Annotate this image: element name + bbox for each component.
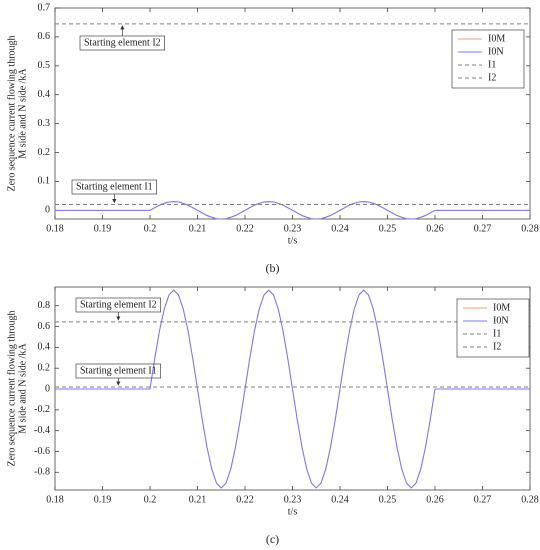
- legend-label: I2: [488, 72, 496, 83]
- y-tick-label: -0.6: [34, 446, 50, 457]
- legend-label: I0M: [493, 302, 510, 313]
- y-tick-label: 0.6: [38, 321, 51, 332]
- x-tick-label: 0.21: [189, 223, 207, 234]
- legend-label: I0M: [488, 33, 505, 44]
- y-axis-label: Zero sequence current flowing through: [6, 35, 17, 191]
- legend-label: I0N: [493, 315, 509, 326]
- x-tick-label: 0.2: [144, 494, 157, 505]
- x-tick-label: 0.28: [521, 494, 539, 505]
- x-tick-label: 0.24: [331, 494, 349, 505]
- y-tick-label: 0: [45, 383, 50, 394]
- series-line: [55, 289, 530, 489]
- x-tick-label: 0.22: [236, 223, 254, 234]
- y-axis-label: Zero sequence current flowing through: [6, 310, 17, 466]
- y-tick-label: 0.2: [38, 362, 51, 373]
- annotation-text: Starting element I1: [76, 181, 153, 192]
- panel-label: (b): [266, 261, 280, 275]
- y-tick-label: 0: [45, 205, 50, 216]
- legend-box: [456, 298, 530, 358]
- x-tick-label: 0.26: [426, 223, 444, 234]
- y-tick-label: 0.4: [38, 342, 51, 353]
- y-axis-label: M side and N side /kA: [17, 68, 28, 159]
- x-tick-label: 0.18: [46, 223, 64, 234]
- legend-label: I1: [488, 59, 496, 70]
- legend-label: I0N: [488, 46, 504, 57]
- plot-area: [54, 7, 531, 220]
- x-tick-label: 0.26: [426, 494, 444, 505]
- x-tick-label: 0.19: [94, 494, 112, 505]
- y-tick-label: -0.4: [34, 425, 50, 436]
- series-line: [55, 201, 530, 220]
- annotation-text: Starting element I1: [80, 365, 157, 376]
- y-tick-label: 0.1: [38, 176, 51, 187]
- panel-label: (c): [266, 532, 279, 546]
- annotation-text: Starting element I2: [80, 299, 157, 310]
- x-tick-label: 0.24: [331, 223, 349, 234]
- y-tick-label: -0.2: [34, 404, 50, 415]
- x-tick-label: 0.23: [284, 223, 302, 234]
- x-tick-label: 0.27: [474, 494, 492, 505]
- x-tick-label: 0.19: [94, 223, 112, 234]
- y-tick-label: 0.8: [38, 300, 51, 311]
- y-tick-label: 0.2: [38, 147, 51, 158]
- y-tick-label: 0.6: [38, 31, 51, 42]
- x-tick-label: 0.27: [474, 223, 492, 234]
- x-tick-label: 0.28: [521, 223, 539, 234]
- x-axis-label: t/s: [288, 506, 298, 517]
- y-tick-label: 0.5: [38, 60, 51, 71]
- x-tick-label: 0.18: [46, 494, 64, 505]
- x-tick-label: 0.2: [144, 223, 157, 234]
- annotation-text: Starting element I2: [84, 37, 161, 48]
- x-tick-label: 0.23: [284, 494, 302, 505]
- legend-label: I2: [493, 341, 501, 352]
- legend-box: [451, 29, 525, 89]
- x-tick-label: 0.22: [236, 494, 254, 505]
- x-axis-label: t/s: [288, 235, 298, 246]
- y-axis-label: M side and N side /kA: [17, 343, 28, 434]
- x-tick-label: 0.25: [379, 494, 397, 505]
- y-tick-label: 0.3: [38, 118, 51, 129]
- legend-label: I1: [493, 328, 501, 339]
- x-tick-label: 0.21: [189, 494, 207, 505]
- y-tick-label: -0.8: [34, 467, 50, 478]
- x-tick-label: 0.25: [379, 223, 397, 234]
- y-tick-label: 0.4: [38, 89, 51, 100]
- y-tick-label: 0.7: [38, 2, 51, 13]
